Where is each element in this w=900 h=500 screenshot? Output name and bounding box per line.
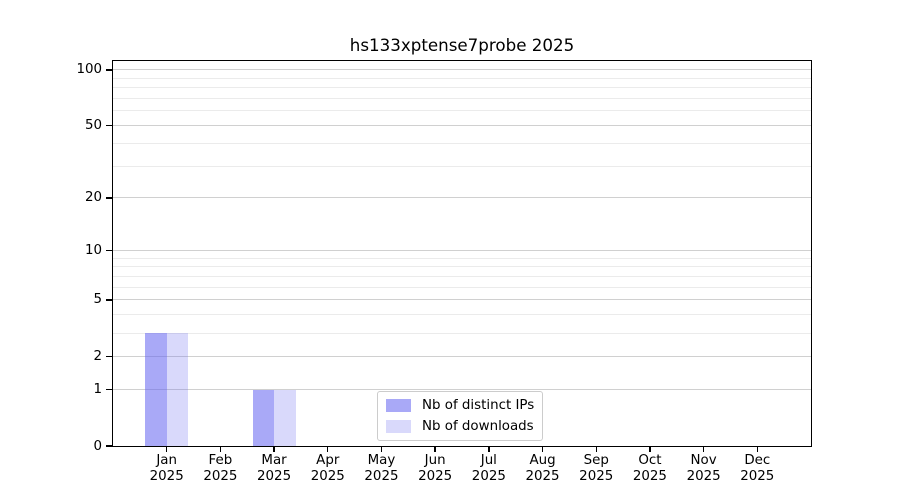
bar-downloads <box>166 333 189 446</box>
gridline-minor <box>113 276 811 278</box>
gridline-minor <box>113 77 811 79</box>
y-tick-label: 20 <box>84 190 102 206</box>
x-tick-mark <box>756 446 758 452</box>
x-tick-month: Mar <box>261 453 287 468</box>
x-tick-year: 2025 <box>203 468 238 484</box>
gridline-minor <box>113 286 811 288</box>
x-tick-mark <box>541 446 544 452</box>
legend-item: Nb of downloads <box>386 417 534 436</box>
legend-swatch-distinct-ips <box>386 399 411 412</box>
x-tick-month: Feb <box>208 453 233 468</box>
legend-swatch-downloads <box>386 420 411 433</box>
gridline-major <box>113 355 811 357</box>
x-tick-mark <box>380 446 383 452</box>
x-tick-year: 2025 <box>418 468 453 484</box>
x-tick-year: 2025 <box>149 468 184 484</box>
y-tick-mark <box>106 124 112 127</box>
gridline-major <box>113 197 811 199</box>
plot-area: Nb of distinct IPs Nb of downloads <box>112 60 812 447</box>
x-tick-year: 2025 <box>632 468 667 484</box>
y-tick-label: 10 <box>84 243 102 259</box>
chart-title: hs133xptense7probe 2025 <box>349 35 575 55</box>
gridline-minor <box>113 314 811 316</box>
bar-downloads <box>274 389 296 446</box>
x-tick-year: 2025 <box>579 468 614 484</box>
x-tick-year: 2025 <box>471 468 506 484</box>
gridline-minor <box>113 332 811 334</box>
x-tick-label: May 2025 <box>353 453 409 484</box>
x-tick-month: Jan <box>156 453 178 468</box>
x-tick-year: 2025 <box>257 468 292 484</box>
gridline-minor <box>113 87 811 89</box>
x-tick-month: Aug <box>529 453 556 468</box>
x-tick-label: Feb 2025 <box>192 453 248 484</box>
legend-label-distinct-ips: Nb of distinct IPs <box>422 398 535 413</box>
gridline-major <box>113 250 811 252</box>
x-tick-month: Jun <box>424 453 446 468</box>
x-tick-year: 2025 <box>686 468 721 484</box>
x-tick-label: Mar 2025 <box>246 453 302 484</box>
x-tick-label: Dec 2025 <box>729 453 785 484</box>
x-tick-label: Oct 2025 <box>622 453 678 484</box>
x-tick-label: Aug 2025 <box>515 453 571 484</box>
y-tick-mark <box>106 445 112 447</box>
y-tick-mark <box>106 388 112 391</box>
x-tick-mark <box>273 446 275 452</box>
x-tick-month: Oct <box>638 453 662 468</box>
x-tick-year: 2025 <box>364 468 399 484</box>
y-tick-label: 5 <box>93 292 102 308</box>
gridline-major <box>113 69 811 71</box>
gridline-minor <box>113 257 811 259</box>
bar-distinct-ips <box>145 333 167 446</box>
x-tick-mark <box>165 446 168 452</box>
x-tick-mark <box>327 446 329 452</box>
x-tick-month: Sep <box>583 453 609 468</box>
x-tick-month: Jul <box>480 453 497 468</box>
x-tick-label: Jul 2025 <box>461 453 517 484</box>
x-tick-label: Sep 2025 <box>568 453 624 484</box>
y-tick-mark <box>106 249 112 252</box>
y-tick-label: 100 <box>76 62 102 78</box>
gridline-major <box>113 299 811 301</box>
y-tick-mark <box>106 69 112 71</box>
x-tick-year: 2025 <box>525 468 560 484</box>
x-tick-year: 2025 <box>310 468 345 484</box>
x-tick-month: Nov <box>690 453 717 468</box>
gridline-minor <box>113 142 811 144</box>
y-tick-mark <box>106 299 112 301</box>
gridline-minor <box>113 98 811 100</box>
gridline-major <box>113 125 811 127</box>
y-tick-label: 1 <box>93 382 102 397</box>
y-tick-label: 50 <box>84 118 102 134</box>
x-tick-mark <box>649 446 651 452</box>
x-tick-label: Jan 2025 <box>139 453 195 484</box>
gridline-minor <box>113 165 811 167</box>
bar-distinct-ips <box>252 389 275 446</box>
x-tick-year: 2025 <box>740 468 775 484</box>
x-tick-label: Nov 2025 <box>676 453 732 484</box>
x-tick-mark <box>219 446 222 452</box>
legend-item: Nb of distinct IPs <box>386 396 534 415</box>
x-tick-month: May <box>367 453 396 468</box>
x-tick-mark <box>434 446 436 452</box>
x-tick-month: Apr <box>316 453 340 468</box>
legend-label-downloads: Nb of downloads <box>422 419 534 434</box>
gridline-major <box>113 389 811 390</box>
y-tick-mark <box>106 355 112 358</box>
gridline-minor <box>113 266 811 268</box>
x-tick-label: Apr 2025 <box>300 453 356 484</box>
x-tick-month: Dec <box>744 453 771 468</box>
x-tick-mark <box>702 446 705 452</box>
x-tick-mark <box>488 446 490 452</box>
x-tick-label: Jun 2025 <box>407 453 463 484</box>
legend: Nb of distinct IPs Nb of downloads <box>377 391 543 441</box>
y-tick-mark <box>106 197 112 199</box>
y-tick-label: 0 <box>93 438 102 454</box>
y-tick-label: 2 <box>93 348 102 364</box>
gridline-minor <box>113 110 811 112</box>
x-tick-mark <box>595 446 597 452</box>
